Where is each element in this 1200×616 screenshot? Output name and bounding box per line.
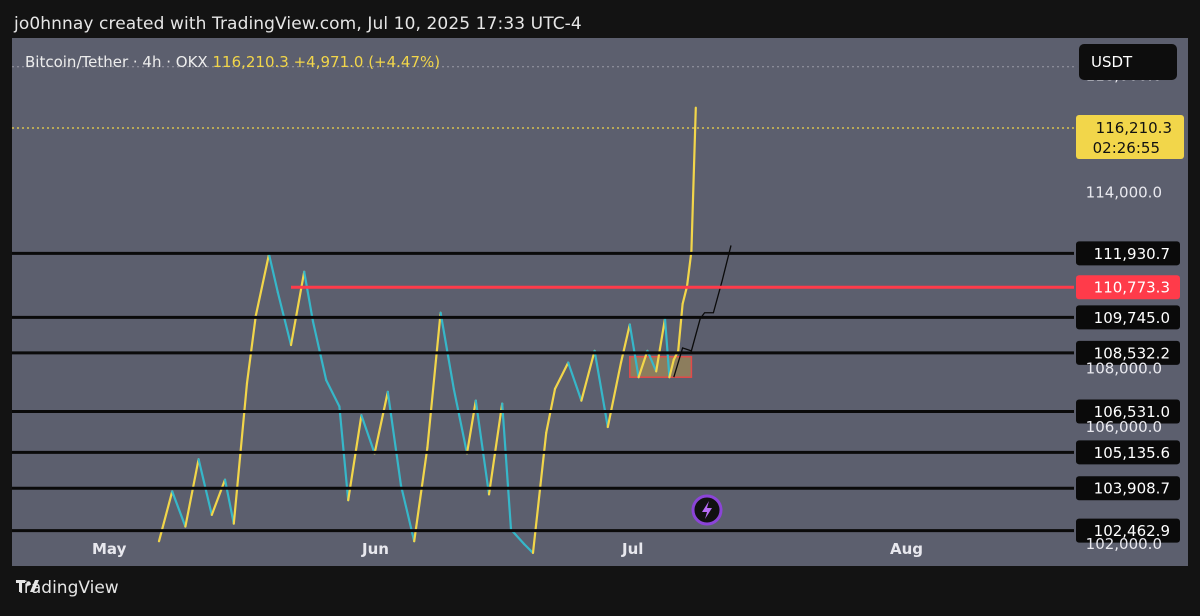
- footer: TradingView: [16, 578, 119, 598]
- price-segment: [413, 446, 429, 543]
- price-segment: [157, 490, 174, 543]
- currency-button[interactable]: USDT: [1079, 44, 1177, 80]
- price-segment: [426, 311, 442, 449]
- price-segment: [439, 311, 455, 391]
- x-tick-label: May: [92, 540, 127, 558]
- price-segment: [474, 399, 491, 496]
- x-tick-label: Jun: [361, 540, 389, 558]
- price-segment: [210, 478, 227, 516]
- price-segment: [501, 402, 513, 531]
- x-tick-label: Aug: [890, 540, 923, 558]
- price-segment: [325, 379, 341, 408]
- price-recent-segment: [685, 250, 693, 288]
- level-label-box: [1076, 241, 1180, 266]
- price-segment: [386, 390, 403, 487]
- price-segment: [580, 349, 596, 402]
- price-segment: [523, 543, 535, 555]
- level-label: 111,930.7: [1094, 245, 1170, 263]
- price-recent-segment: [681, 285, 689, 306]
- y-tick-label: 108,000.0: [1086, 359, 1162, 377]
- price-segment: [606, 361, 623, 429]
- price-recent-segment: [668, 358, 675, 379]
- chart-frame: 111,930.7 110,773.3 109,745.0 108,532.2 106,…: [12, 38, 1188, 566]
- symbol-legend: Bitcoin/Tether · 4h · OKX 116,210.3 +4,9…: [25, 53, 440, 71]
- level-label: 108,532.2: [1094, 344, 1170, 362]
- y-tick-label: 106,000.0: [1086, 418, 1162, 436]
- level-label: 105,135.6: [1094, 444, 1170, 462]
- level-label-box: [1076, 440, 1180, 465]
- level-label-box: [1076, 275, 1180, 300]
- price-segment: [553, 361, 570, 391]
- level-label: 109,745.0: [1094, 309, 1170, 327]
- price-segment: [452, 387, 469, 455]
- price-segment: [373, 390, 389, 455]
- price-segment: [487, 402, 504, 496]
- price-recent-segment: [619, 323, 631, 364]
- symbol-name[interactable]: Bitcoin/Tether · 4h · OKX: [25, 53, 208, 71]
- level-label: 103,908.7: [1094, 480, 1170, 498]
- tradingview-logo-icon: [16, 580, 39, 592]
- price-segment: [593, 349, 609, 429]
- level-label: 110,773.3: [1094, 279, 1170, 297]
- bar-countdown: 02:26:55: [1093, 139, 1160, 157]
- level-label-box: [1076, 399, 1180, 424]
- tradingview-brand: TradingView: [16, 578, 119, 598]
- price-segment: [184, 458, 200, 528]
- level-label-box: [1076, 340, 1180, 365]
- price-segment: [311, 320, 328, 382]
- price-recent-segment: [628, 323, 640, 379]
- price-segment: [567, 361, 583, 402]
- price-segment: [289, 270, 306, 347]
- last-price-badge-value: 116,210.3: [1096, 119, 1172, 137]
- y-tick-label: 102,000.0: [1086, 535, 1162, 553]
- price-recent-segment: [690, 106, 697, 253]
- price-segment: [465, 399, 477, 455]
- price-chart[interactable]: 111,930.7 110,773.3 109,745.0 108,532.2 106,…: [12, 38, 1188, 566]
- price-change: +4,971.0 (+4.47%): [293, 53, 441, 71]
- price-recent-segment: [677, 302, 684, 352]
- x-tick-label: Jul: [621, 540, 643, 558]
- level-label-box: [1076, 476, 1180, 501]
- lightning-icon: [702, 501, 712, 519]
- price-segment: [245, 314, 257, 385]
- chart-credit: jo0hnnay created with TradingView.com, J…: [14, 14, 582, 34]
- level-label: 106,531.0: [1094, 403, 1170, 421]
- price-segment: [360, 414, 376, 455]
- price-segment: [399, 484, 416, 543]
- price-recent-segment: [655, 317, 667, 373]
- level-label-box: [1076, 305, 1180, 330]
- last-price-badge: [1076, 114, 1184, 159]
- price-segment: [347, 414, 363, 502]
- level-label-box: [1076, 518, 1180, 543]
- price-segment: [267, 253, 279, 294]
- price-recent-segment: [663, 317, 671, 379]
- price-segment: [254, 253, 271, 317]
- price-recent-segment: [637, 349, 649, 379]
- price-segment: [303, 270, 315, 323]
- y-tick-label: 114,000.0: [1086, 184, 1162, 202]
- price-segment: [171, 490, 187, 528]
- price-segment: [223, 478, 235, 525]
- level-label: 102,462.9: [1094, 522, 1170, 540]
- last-price-value: 116,210.3: [212, 53, 289, 71]
